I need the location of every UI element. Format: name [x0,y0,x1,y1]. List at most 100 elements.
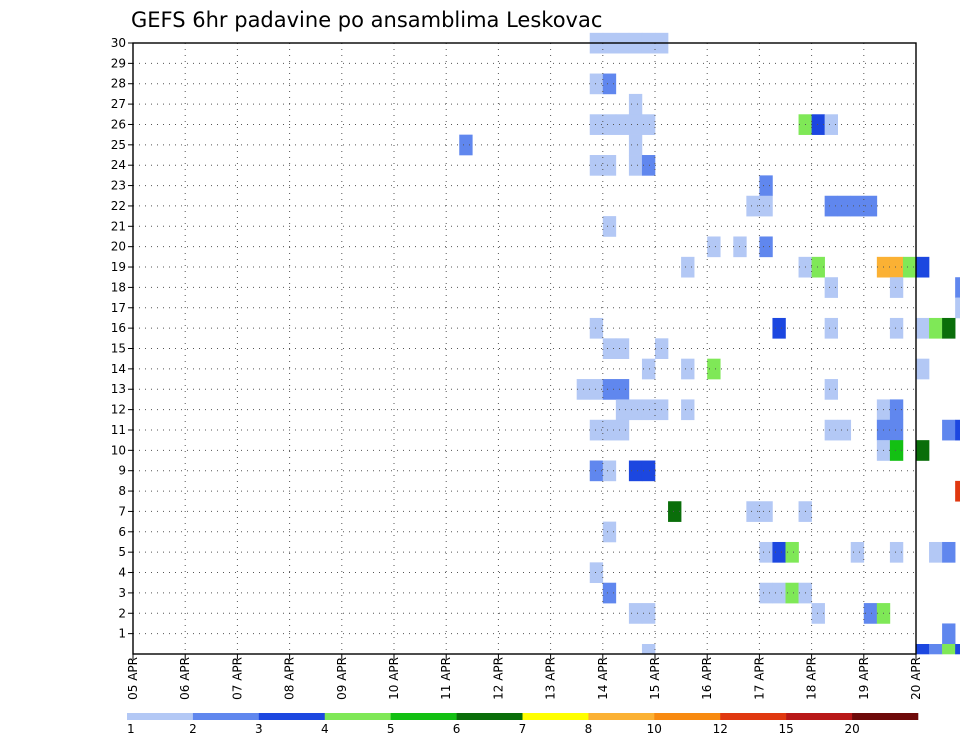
legend-label: 1 [127,722,135,736]
heatmap-cell [589,114,604,135]
y-tick-label: 7 [118,504,126,518]
heatmap-cell [811,603,825,624]
legend-label: 5 [387,722,395,736]
heatmap-cell [589,73,604,95]
y-tick-label: 4 [118,566,126,580]
heatmap-cell [602,582,617,604]
legend-swatch [127,713,194,720]
heatmap-cell [837,419,852,441]
y-tick-label: 8 [118,484,126,498]
heatmap-cell [916,644,930,655]
heatmap-cell [668,501,682,522]
x-tick-label: 20 APR [909,657,923,700]
legend-swatch [192,713,260,720]
heatmap-cell [759,195,773,217]
x-tick-label: 08 APR [283,657,297,700]
legend-label: 2 [189,722,197,736]
legend-swatch [786,713,853,720]
legend-label: 12 [713,722,728,736]
heatmap-cell [746,195,760,217]
heatmap-cell [759,541,773,563]
x-axis: 05 APR 06 APR 07 APR 08 APR 09 APR 10 APR 11 A… [126,654,923,700]
legend-label: 4 [321,722,329,736]
heatmap-cell [889,256,904,278]
heatmap-cell [955,277,960,298]
y-tick-label: 6 [118,525,126,539]
y-tick-label: 9 [118,464,126,478]
heatmap-cell [707,358,721,380]
y-tick-label: 14 [111,362,126,376]
heatmap-cell [942,644,956,655]
legend-label: 20 [844,722,859,736]
legend-swatch [324,713,391,720]
heatmap-cell [628,93,643,115]
heatmap-cell [746,501,760,522]
y-tick-label: 5 [118,545,126,559]
heatmap-cell [850,541,865,563]
legend-label: 15 [779,722,794,736]
heatmap-cell [602,73,617,95]
heatmap-cell [681,358,695,380]
heatmap-cell [602,216,617,237]
heatmap-cell [707,236,721,258]
y-tick-label: 3 [118,586,126,600]
x-tick-label: 09 APR [335,657,349,700]
legend-label: 10 [647,722,662,736]
heatmap-cell [589,562,604,584]
y-tick-label: 21 [111,219,126,233]
legend-label: 3 [255,722,263,736]
heatmap-cell [628,155,643,176]
heatmap-cell [589,317,604,339]
heatmap-cell [889,317,904,339]
heatmap-cell [628,460,643,482]
heatmap-cell [759,236,773,258]
heatmap-cell [641,644,656,655]
heatmap-cell [681,256,695,278]
heatmap-cell [759,501,773,522]
y-tick-label: 11 [111,423,126,437]
heatmap-cell [628,399,643,421]
heatmap-cell [602,114,617,135]
heatmap-cell [641,399,656,421]
y-tick-label: 20 [111,240,126,254]
heatmap-cell [916,256,930,278]
y-tick-label: 16 [111,321,126,335]
heatmap-cell [916,358,930,380]
heatmap-cell [641,603,656,624]
heatmap-cell [824,277,838,298]
heatmap-cell [942,317,956,339]
heatmap-cell [615,399,630,421]
heatmap-cell [628,114,643,135]
y-tick-label: 29 [111,56,126,70]
heatmap-cell [916,440,930,461]
y-tick-label: 15 [111,342,126,356]
legend-swatch [258,713,326,720]
heatmap-cell [955,297,960,319]
y-tick-label: 23 [111,179,126,193]
legend-swatch [456,713,523,720]
heatmap-cell [589,379,604,400]
heatmap-cell [602,338,617,359]
legend-swatch [720,713,787,720]
legend-swatch [390,713,457,720]
x-tick-label: 12 APR [491,657,505,700]
heatmap-cell [916,317,930,339]
y-tick-label: 27 [111,97,126,111]
x-tick-label: 17 APR [752,657,766,700]
y-tick-label: 18 [111,280,126,294]
legend-swatch [852,713,919,720]
chart-title: GEFS 6hr padavine po ansamblima Leskovac [131,8,602,32]
heatmap-cell [615,338,630,359]
y-tick-label: 30 [111,36,126,50]
x-tick-label: 13 APR [544,657,558,700]
heatmap-cell [824,195,838,217]
heatmap-cell [459,134,473,156]
heatmap-cell [628,134,643,156]
heatmap-cell [602,419,617,441]
heatmap-cell [942,419,956,441]
y-tick-label: 2 [118,606,126,620]
heatmap-cell [942,541,956,563]
heatmap-cell [785,541,799,563]
legend-swatch [654,713,721,720]
y-tick-label: 28 [111,77,126,91]
